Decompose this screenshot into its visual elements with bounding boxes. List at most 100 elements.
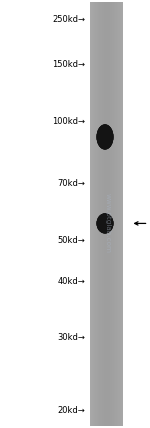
Ellipse shape: [98, 126, 112, 148]
Ellipse shape: [102, 220, 108, 226]
Bar: [95, 2, 96, 426]
Bar: [121, 2, 122, 426]
Ellipse shape: [99, 216, 111, 231]
Ellipse shape: [97, 214, 113, 233]
Ellipse shape: [100, 129, 110, 145]
Ellipse shape: [102, 220, 108, 227]
Text: 50kd→: 50kd→: [58, 236, 86, 245]
Ellipse shape: [98, 126, 112, 148]
Ellipse shape: [102, 132, 108, 142]
Ellipse shape: [101, 219, 109, 228]
Ellipse shape: [102, 133, 108, 141]
Ellipse shape: [98, 127, 112, 147]
Ellipse shape: [100, 130, 110, 144]
Ellipse shape: [102, 132, 108, 142]
Bar: [110, 2, 111, 426]
Ellipse shape: [97, 214, 113, 232]
Ellipse shape: [100, 129, 110, 145]
Text: 100kd→: 100kd→: [52, 117, 86, 127]
Ellipse shape: [99, 128, 111, 146]
Ellipse shape: [101, 131, 109, 143]
Ellipse shape: [98, 215, 112, 232]
Ellipse shape: [99, 216, 111, 231]
Ellipse shape: [98, 126, 112, 148]
Ellipse shape: [101, 219, 109, 228]
Bar: [122, 2, 123, 426]
Ellipse shape: [101, 132, 109, 142]
Ellipse shape: [99, 216, 111, 231]
Bar: [90, 2, 91, 426]
Ellipse shape: [102, 133, 108, 141]
Ellipse shape: [97, 125, 113, 149]
Ellipse shape: [98, 215, 112, 232]
Bar: [114, 2, 115, 426]
Ellipse shape: [102, 220, 108, 227]
Bar: [102, 2, 103, 426]
Bar: [117, 2, 118, 426]
Ellipse shape: [101, 218, 109, 229]
Ellipse shape: [101, 131, 109, 143]
Ellipse shape: [101, 218, 109, 229]
Ellipse shape: [97, 125, 113, 149]
Bar: [104, 2, 105, 426]
Ellipse shape: [99, 217, 111, 230]
Ellipse shape: [101, 219, 109, 228]
Ellipse shape: [99, 128, 111, 146]
Ellipse shape: [101, 131, 109, 143]
Ellipse shape: [102, 220, 108, 227]
Ellipse shape: [104, 135, 106, 139]
Bar: [109, 2, 110, 426]
Bar: [100, 2, 101, 426]
Ellipse shape: [103, 134, 107, 140]
Ellipse shape: [97, 214, 113, 233]
Ellipse shape: [97, 214, 113, 232]
Ellipse shape: [99, 216, 111, 231]
Ellipse shape: [97, 125, 113, 149]
Bar: [116, 2, 117, 426]
Ellipse shape: [100, 130, 110, 144]
Bar: [120, 2, 121, 426]
Ellipse shape: [99, 128, 111, 146]
Ellipse shape: [99, 128, 111, 146]
Ellipse shape: [97, 125, 113, 149]
Ellipse shape: [100, 217, 110, 230]
Ellipse shape: [100, 218, 109, 229]
Bar: [112, 2, 113, 426]
Ellipse shape: [96, 124, 114, 150]
Ellipse shape: [98, 215, 112, 232]
Bar: [103, 2, 104, 426]
Ellipse shape: [103, 221, 107, 226]
Bar: [118, 2, 119, 426]
Ellipse shape: [97, 214, 113, 233]
Ellipse shape: [101, 131, 109, 143]
Bar: [119, 2, 120, 426]
Ellipse shape: [102, 220, 108, 227]
Ellipse shape: [98, 215, 112, 232]
Ellipse shape: [103, 221, 107, 226]
Text: 70kd→: 70kd→: [58, 178, 86, 188]
Ellipse shape: [100, 217, 110, 229]
Ellipse shape: [100, 130, 110, 144]
Ellipse shape: [98, 214, 112, 232]
Ellipse shape: [102, 132, 108, 142]
Ellipse shape: [102, 133, 108, 141]
Ellipse shape: [103, 222, 106, 225]
Ellipse shape: [103, 134, 107, 140]
Ellipse shape: [102, 133, 108, 141]
Ellipse shape: [102, 220, 108, 227]
Ellipse shape: [103, 134, 107, 140]
Ellipse shape: [102, 132, 108, 142]
Ellipse shape: [99, 216, 111, 231]
Ellipse shape: [103, 135, 106, 139]
Bar: [94, 2, 95, 426]
Ellipse shape: [102, 133, 108, 141]
Ellipse shape: [100, 217, 110, 229]
Ellipse shape: [97, 125, 113, 149]
Ellipse shape: [101, 218, 109, 229]
Ellipse shape: [99, 217, 111, 230]
Bar: [108, 2, 109, 426]
Ellipse shape: [97, 214, 113, 233]
Ellipse shape: [98, 215, 112, 232]
Ellipse shape: [98, 216, 112, 231]
Ellipse shape: [98, 215, 112, 232]
